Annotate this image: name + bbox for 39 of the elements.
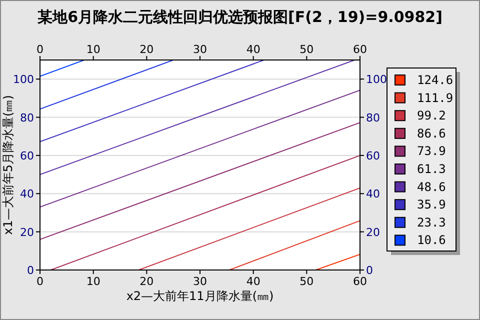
y2-tick-label: 80 — [366, 111, 380, 124]
legend-label: 61.3 — [417, 162, 446, 176]
y-axis-title: x1—大前年5月降水量(㎜) — [1, 95, 15, 235]
chart-title: 某地6月降水二元线性回归优选预报图[F(2，19)=9.0982] — [36, 8, 442, 26]
x2-tick-label: 30 — [193, 275, 207, 288]
legend-label: 10.6 — [417, 233, 446, 248]
y-tick-label: 0 — [27, 264, 34, 277]
x2-tick-label: 20 — [140, 275, 154, 288]
y-tick-label: 80 — [20, 111, 34, 124]
y2-tick-label: 60 — [366, 149, 380, 162]
x-tick-label: 50 — [300, 43, 314, 56]
y-tick-label: 60 — [20, 149, 34, 162]
x2-tick-label: 40 — [246, 275, 260, 288]
y2-tick-label: 100 — [366, 73, 387, 86]
y-tick-label: 20 — [20, 226, 34, 239]
y-tick-label: 100 — [13, 73, 34, 86]
x2-tick-label: 0 — [36, 275, 44, 288]
legend-label: 124.6 — [417, 73, 454, 87]
legend-label: 23.3 — [417, 215, 446, 230]
x-tick-label: 30 — [193, 43, 207, 56]
x2-tick-label: 10 — [86, 275, 100, 288]
legend-label: 73.9 — [417, 144, 446, 158]
legend-label: 35.9 — [417, 198, 446, 212]
y2-tick-label: 40 — [366, 188, 380, 201]
y-tick-label: 40 — [20, 188, 34, 201]
legend-label: 48.6 — [417, 180, 446, 194]
x-tick-label: 60 — [353, 43, 367, 56]
y2-tick-label: 20 — [366, 226, 380, 239]
y2-tick-label: 0 — [366, 264, 373, 277]
legend-label: 86.6 — [417, 126, 446, 140]
x-axis-title: x2—大前年11月降水量(㎜) — [126, 289, 274, 303]
legend-label: 99.2 — [417, 108, 446, 123]
x-tick-label: 40 — [246, 43, 260, 56]
legend-label: 111.9 — [417, 90, 454, 105]
x2-tick-label: 50 — [300, 275, 314, 288]
x-tick-label: 20 — [140, 43, 154, 56]
x-tick-label: 10 — [86, 43, 100, 56]
x-tick-label: 0 — [36, 43, 44, 56]
x2-tick-label: 60 — [353, 275, 367, 288]
